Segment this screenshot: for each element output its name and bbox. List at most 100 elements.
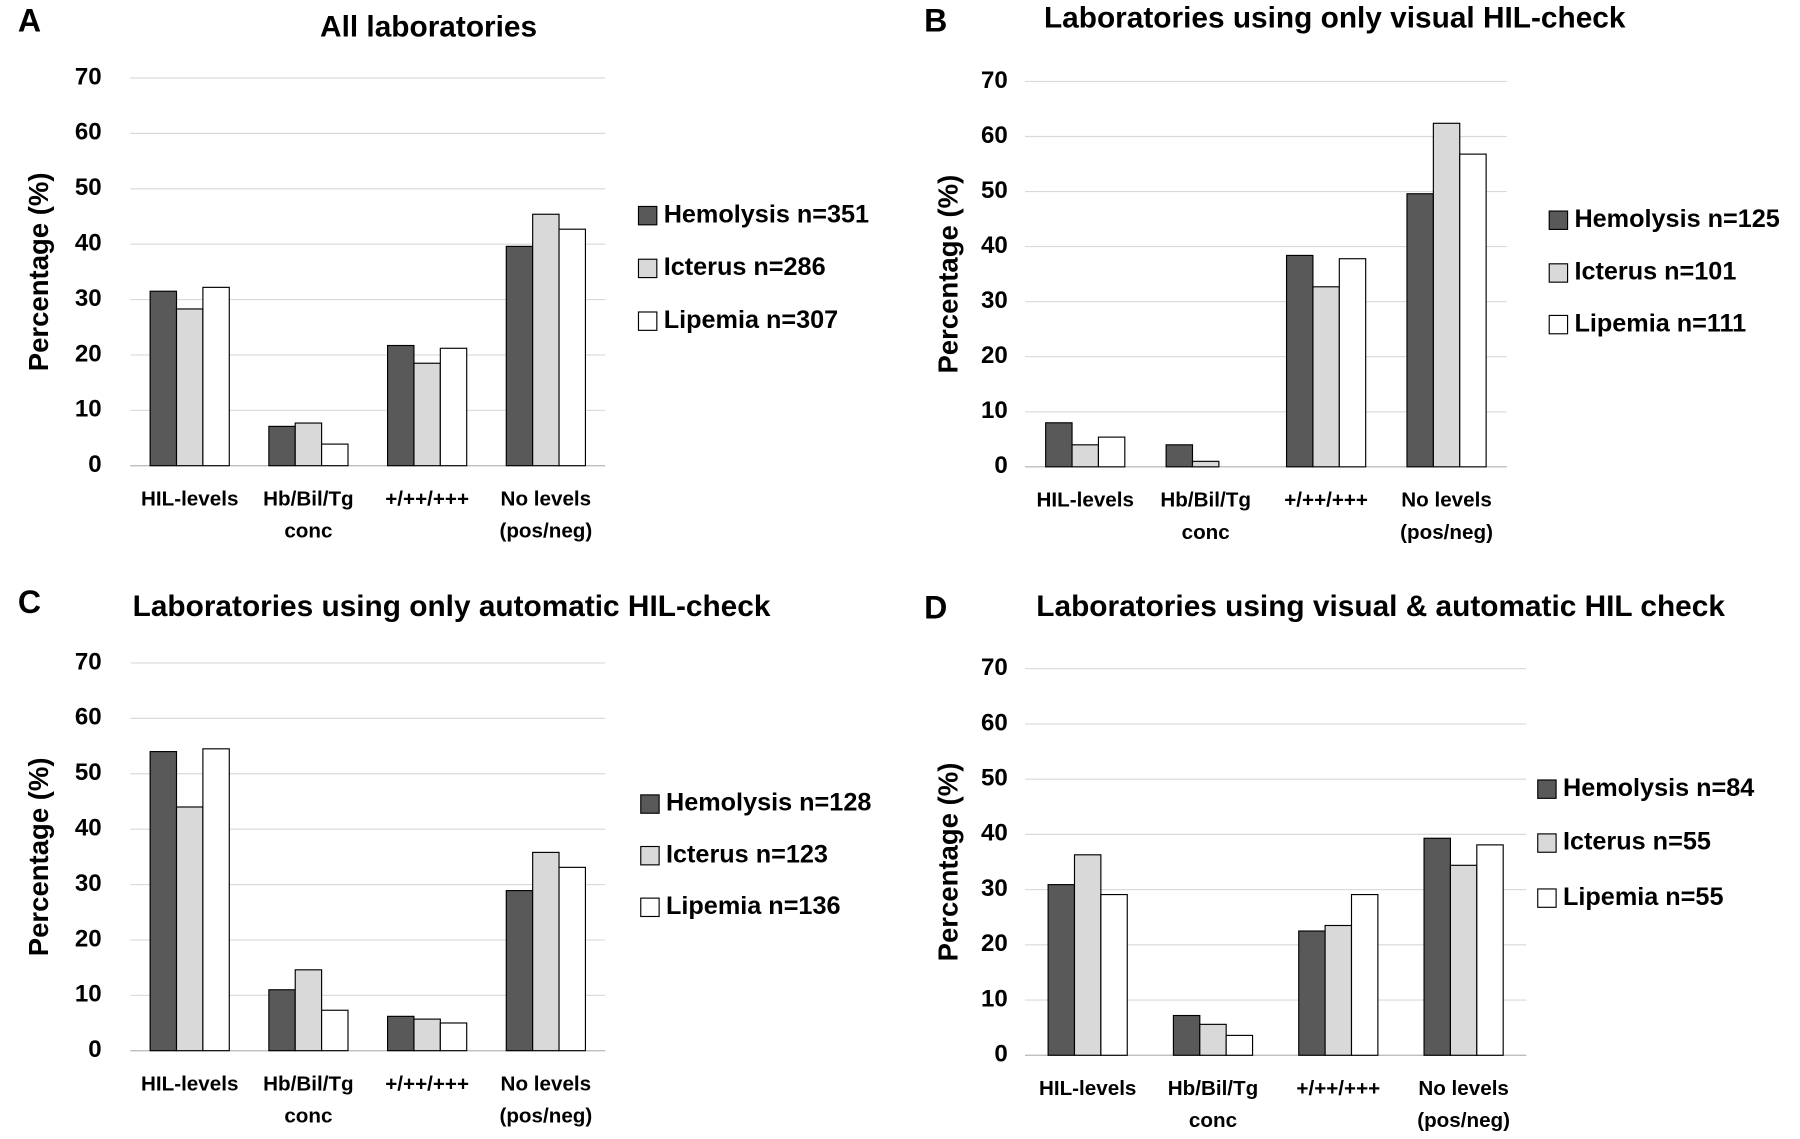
bar	[505, 890, 534, 1052]
bar	[1298, 930, 1326, 1056]
bar	[294, 422, 323, 467]
x-tick-label: (pos/neg)	[1417, 1109, 1510, 1132]
legend-label: Icterus n=123	[666, 840, 828, 868]
y-tick-label: 0	[994, 1041, 1007, 1068]
bar	[149, 290, 178, 467]
y-tick-label: 10	[981, 985, 1008, 1012]
bar	[1097, 436, 1126, 468]
bar	[1338, 258, 1367, 468]
y-tick-label: 10	[75, 396, 102, 423]
bar	[1073, 854, 1102, 1056]
bar	[532, 851, 560, 1052]
legend-label: Hemolysis n=84	[1563, 774, 1754, 802]
y-tick-label: 50	[75, 759, 102, 786]
bar	[1406, 193, 1434, 468]
y-tick-label: 70	[75, 648, 102, 675]
x-tick-label: (pos/neg)	[499, 1105, 592, 1128]
y-tick-label: 30	[981, 287, 1008, 314]
chart-title: Laboratories using only automatic HIL-ch…	[133, 590, 771, 623]
x-tick-label: (pos/neg)	[499, 520, 592, 543]
x-tick-label: No levels	[1401, 489, 1492, 512]
bar	[268, 989, 296, 1052]
bar	[1165, 444, 1194, 468]
y-axis-label: Percentage (%)	[23, 172, 54, 371]
y-tick-label: 70	[981, 654, 1008, 681]
legend-label: Hemolysis n=351	[664, 200, 869, 228]
bar	[321, 443, 349, 467]
bar	[294, 969, 323, 1052]
chart-title: All laboratories	[320, 11, 537, 44]
legend-swatch	[1548, 263, 1569, 283]
legend-label: Lipemia n=136	[666, 892, 841, 920]
legend-swatch	[1548, 314, 1569, 335]
x-tick-label: HIL-levels	[141, 488, 238, 511]
x-tick-label: Hb/Bil/Tg	[263, 1073, 354, 1096]
bar	[1324, 924, 1353, 1056]
x-tick-label: HIL-levels	[1037, 489, 1134, 512]
y-tick-label: 0	[88, 1036, 101, 1063]
y-tick-label: 0	[88, 451, 101, 478]
bar	[202, 286, 230, 467]
x-tick-label: Hb/Bil/Tg	[1160, 489, 1251, 512]
y-tick-label: 60	[981, 709, 1008, 736]
y-tick-label: 40	[75, 230, 102, 257]
y-tick-label: 60	[75, 119, 102, 146]
legend-swatch	[1537, 779, 1557, 799]
bar	[149, 751, 178, 1052]
bar	[1071, 444, 1100, 468]
y-tick-label: 30	[75, 870, 102, 897]
legend-label: Hemolysis n=128	[666, 789, 871, 817]
legend-label: Icterus n=101	[1574, 258, 1736, 286]
x-tick-label: HIL-levels	[141, 1073, 238, 1096]
legend-label: Icterus n=286	[664, 253, 826, 281]
bar	[386, 344, 415, 467]
panel-letter: A	[18, 2, 41, 38]
y-axis-label: Percentage (%)	[933, 175, 964, 374]
legend-swatch	[637, 311, 658, 331]
bar	[532, 213, 560, 467]
y-tick-label: 20	[75, 925, 102, 952]
x-tick-label: +/++/+++	[385, 488, 469, 511]
bar	[1459, 153, 1487, 468]
y-tick-label: 20	[981, 342, 1008, 369]
bar	[1047, 884, 1076, 1056]
y-tick-label: 50	[981, 765, 1008, 792]
legend-label: Hemolysis n=125	[1574, 205, 1779, 233]
x-tick-label: No levels	[1418, 1077, 1509, 1100]
y-axis-label: Percentage (%)	[933, 763, 964, 962]
bar	[1476, 844, 1504, 1056]
chart-title: Laboratories using visual & automatic HI…	[1036, 590, 1725, 623]
bar	[1285, 254, 1314, 468]
y-tick-label: 20	[981, 930, 1008, 957]
y-tick-label: 30	[981, 875, 1008, 902]
bar	[1045, 422, 1073, 468]
bar	[321, 1009, 349, 1052]
chart-title: Laboratories using only visual HIL-check	[1044, 1, 1626, 34]
bar	[1100, 893, 1128, 1056]
x-tick-label: Hb/Bil/Tg	[263, 488, 354, 511]
x-tick-label: +/++/+++	[1284, 489, 1368, 512]
bar	[1423, 837, 1452, 1056]
legend-swatch	[640, 897, 660, 918]
x-tick-label: Hb/Bil/Tg	[1168, 1077, 1259, 1100]
x-tick-label: conc	[284, 1105, 332, 1128]
bar	[1199, 1023, 1227, 1056]
bar	[1312, 286, 1340, 468]
y-axis-label: Percentage (%)	[23, 757, 54, 956]
bar	[175, 806, 204, 1052]
y-tick-label: 50	[981, 177, 1008, 204]
y-tick-label: 30	[75, 285, 102, 312]
bar	[202, 748, 230, 1052]
x-tick-label: +/++/+++	[1296, 1077, 1380, 1100]
x-tick-label: No levels	[501, 488, 592, 511]
y-tick-label: 40	[981, 820, 1008, 847]
legend-swatch	[1537, 888, 1557, 908]
bar	[413, 362, 441, 467]
y-tick-label: 40	[75, 814, 102, 841]
x-tick-label: (pos/neg)	[1400, 521, 1493, 544]
y-tick-label: 50	[75, 174, 102, 201]
bar	[175, 308, 204, 467]
bar	[1225, 1034, 1254, 1056]
bar	[505, 245, 534, 467]
